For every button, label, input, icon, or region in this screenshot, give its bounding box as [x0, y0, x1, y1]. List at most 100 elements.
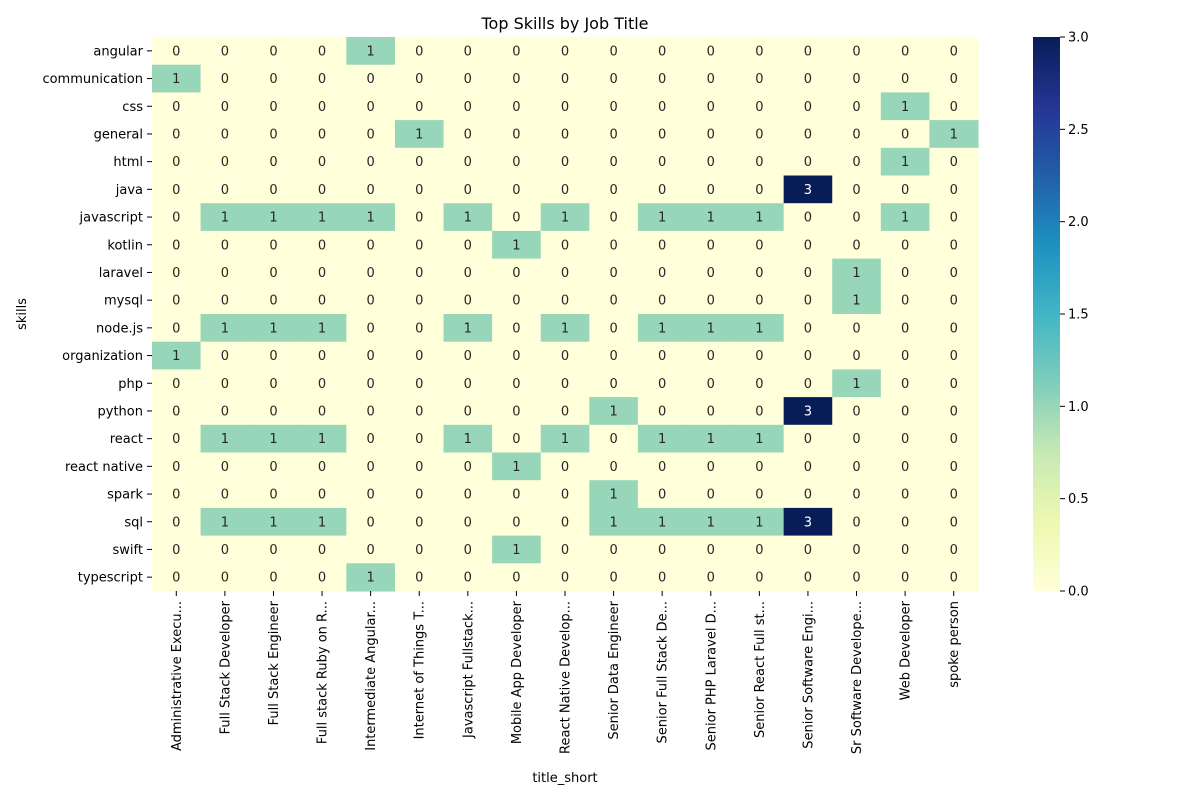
heatmap-cell	[686, 369, 736, 398]
heatmap-cell	[832, 64, 882, 93]
cell-value-label: 1	[561, 321, 569, 336]
y-tick-label: mysql	[104, 294, 143, 309]
heatmap-cell	[492, 64, 542, 93]
cell-value-label: 0	[172, 515, 180, 530]
heatmap-cell	[443, 507, 493, 537]
heatmap-cell	[394, 258, 445, 287]
heatmap-cell	[297, 563, 347, 592]
heatmap-cell	[735, 507, 785, 537]
cell-value-label: 0	[221, 294, 229, 309]
cell-value-label: 0	[901, 377, 909, 392]
x-tick-label: Internet of Things T...	[413, 601, 428, 739]
cell-value-label: 0	[318, 349, 326, 364]
cell-value-label: 0	[172, 543, 180, 558]
heatmap-cell	[735, 286, 785, 315]
cell-value-label: 0	[707, 44, 715, 59]
cell-value-label: 1	[221, 321, 229, 336]
heatmap-cell	[249, 286, 299, 315]
heatmap-cell	[735, 258, 785, 287]
cell-value-label: 0	[464, 571, 472, 586]
heatmap-cell	[637, 480, 687, 509]
heatmap-cell	[297, 535, 347, 564]
cell-value-label: 0	[269, 100, 277, 115]
heatmap-cell	[152, 424, 202, 453]
heatmap-cell	[152, 175, 202, 204]
cell-value-label: 0	[950, 404, 958, 419]
cell-value-label: 0	[172, 321, 180, 336]
cell-value-label: 0	[561, 238, 569, 253]
cell-value-label: 0	[464, 44, 472, 59]
heatmap-cell	[540, 258, 590, 287]
heatmap-cell	[249, 507, 299, 537]
cell-value-label: 1	[901, 211, 909, 226]
cell-value-label: 0	[269, 377, 277, 392]
heatmap-cell	[394, 341, 445, 370]
cell-value-label: 0	[901, 515, 909, 530]
cell-value-label: 0	[318, 294, 326, 309]
heatmap-cell	[589, 563, 639, 592]
y-tick-label: laravel	[99, 266, 143, 281]
cell-value-label: 0	[609, 183, 617, 198]
cell-value-label: 0	[755, 238, 763, 253]
cell-value-label: 0	[755, 72, 763, 87]
cell-value-label: 1	[367, 44, 375, 59]
cell-value-label: 0	[901, 543, 909, 558]
cell-value-label: 0	[367, 266, 375, 281]
y-axis-ticks: angular communication css general html java ja…	[42, 44, 152, 586]
cell-value-label: 0	[755, 349, 763, 364]
heatmap-cell	[880, 64, 930, 93]
colorbar-tick-label: 2.5	[1068, 123, 1089, 138]
heatmap-cell	[540, 535, 590, 564]
cell-value-label: 1	[852, 377, 860, 392]
cell-value-label: 1	[852, 294, 860, 309]
heatmap-cell	[832, 397, 882, 426]
cell-value-label: 0	[415, 432, 423, 447]
cell-value-label: 1	[658, 321, 666, 336]
heatmap-cell	[686, 341, 736, 370]
heatmap-cell	[346, 369, 396, 398]
heatmap-cell	[783, 314, 833, 343]
cell-value-label: 0	[512, 377, 520, 392]
cell-value-label: 0	[804, 266, 812, 281]
cell-value-label: 0	[804, 321, 812, 336]
heatmap-cell	[880, 369, 930, 398]
cell-value-label: 0	[609, 377, 617, 392]
x-tick-label: Web Developer	[899, 600, 914, 700]
heatmap-cell	[540, 147, 590, 176]
y-tick-label: javascript	[79, 211, 143, 226]
heatmap-cell	[783, 424, 833, 453]
cell-value-label: 1	[707, 515, 715, 530]
heatmap-cell	[492, 535, 542, 564]
heatmap-cell	[152, 397, 202, 426]
cell-value-label: 0	[852, 127, 860, 142]
y-tick-label: communication	[42, 72, 143, 87]
cell-value-label: 0	[172, 377, 180, 392]
heatmap-cell	[783, 120, 833, 149]
heatmap-cell	[783, 507, 833, 537]
heatmap-cell	[880, 230, 930, 260]
heatmap-cell	[880, 480, 930, 509]
heatmap-cell	[783, 230, 833, 260]
heatmap-cell	[880, 424, 930, 453]
cell-value-label: 0	[658, 266, 666, 281]
heatmap-cell	[686, 258, 736, 287]
heatmap-cell	[297, 341, 347, 370]
cell-value-label: 1	[609, 515, 617, 530]
cell-value-label: 0	[804, 432, 812, 447]
heatmap-cell	[880, 258, 930, 287]
cell-value-label: 0	[367, 238, 375, 253]
heatmap-cell	[637, 563, 687, 592]
heatmap-cell	[200, 369, 250, 398]
cell-value-label: 0	[804, 377, 812, 392]
colorbar-tick-label: 3.0	[1068, 31, 1089, 46]
heatmap-cell	[929, 563, 979, 592]
cell-value-label: 1	[318, 515, 326, 530]
heatmap-cell	[346, 424, 396, 453]
cell-value-label: 0	[852, 238, 860, 253]
heatmap-cell	[443, 314, 493, 343]
heatmap-cell	[152, 64, 202, 93]
heatmap-cell	[152, 147, 202, 176]
heatmap-cell	[152, 92, 202, 121]
heatmap-cell	[735, 37, 785, 66]
